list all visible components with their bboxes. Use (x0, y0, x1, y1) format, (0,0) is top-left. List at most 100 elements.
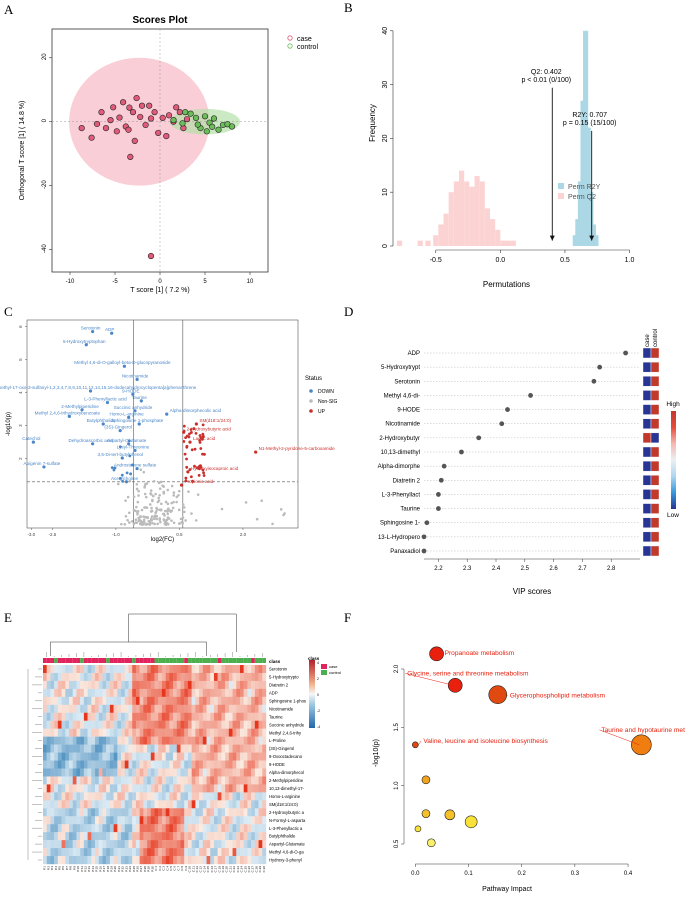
control-cell (650, 404, 660, 415)
heatmap-cell (180, 704, 185, 713)
heatmap-cell (57, 832, 62, 841)
heatmap-cell (147, 824, 151, 833)
heatmap-cell (221, 832, 226, 841)
heatmap-cell (154, 688, 159, 698)
heatmap-cell (102, 744, 107, 753)
heatmap-cell (195, 736, 200, 745)
heatmap-cell (213, 816, 218, 825)
heatmap-cell (54, 840, 59, 849)
heatmap-cell (217, 728, 222, 737)
point-label: ADP (105, 327, 114, 332)
heatmap-cell (143, 776, 148, 785)
heatmap-cell (239, 840, 244, 849)
heatmap-cell (262, 856, 267, 865)
heatmap-cell (98, 665, 103, 674)
heatmap-cell (202, 792, 207, 801)
labeled-point (122, 364, 126, 368)
heatmap-cell (106, 792, 111, 801)
heatmap-cell (158, 840, 163, 849)
heatmap-cell (109, 665, 114, 674)
heatmap-cell (225, 665, 230, 674)
pathway-bubble (464, 815, 478, 829)
column-label: C.25 (243, 866, 247, 873)
up-point (202, 471, 205, 475)
heatmap-cell (46, 704, 51, 713)
point-control (228, 123, 236, 130)
heatmap-cell (109, 816, 114, 825)
heatmap-cell (143, 824, 148, 833)
heatmap-cell (57, 792, 62, 801)
up-point (185, 465, 189, 469)
heatmap-cell (102, 840, 107, 849)
point-control (194, 121, 201, 128)
heatmap-cell (195, 672, 200, 682)
heatmap-cell (202, 728, 207, 737)
up-point (202, 474, 206, 477)
heatmap-cell (239, 720, 244, 729)
heatmap-cell (54, 824, 59, 833)
case-cell (642, 404, 652, 415)
heatmap-cell (225, 752, 230, 761)
bar-perm-r2y (585, 127, 591, 246)
labeled-point (42, 465, 46, 469)
heatmap-cell (54, 816, 59, 825)
legend-swatch (321, 670, 327, 675)
non-sig-point (143, 492, 147, 496)
heatmap-cell (102, 816, 107, 825)
label-leader (506, 694, 508, 696)
heatmap-cell (239, 672, 244, 682)
heatmap-cell (228, 856, 233, 865)
heatmap-cell (43, 824, 47, 833)
heatmap-cell (109, 760, 114, 769)
bar-perm-q2 (479, 181, 485, 246)
heatmap-cell (46, 665, 51, 674)
bar-perm-q2 (459, 170, 465, 246)
heatmap-cell (161, 688, 166, 698)
column-label: P.12 (83, 866, 87, 872)
heatmap-cell (191, 680, 196, 690)
heatmap-cell (243, 696, 248, 705)
heatmap-cell (169, 784, 174, 793)
bar-perm-q2 (443, 213, 449, 246)
column-label: P.2 (46, 866, 50, 870)
heatmap-cell (176, 665, 181, 674)
heatmap-cell (247, 665, 252, 674)
heatmap-cell (65, 816, 70, 825)
heatmap-cell (124, 816, 129, 825)
heatmap-cell (199, 744, 204, 753)
heatmap-cell (206, 776, 211, 785)
heatmap-cell (187, 752, 192, 761)
heatmap-cell (213, 704, 218, 713)
heatmap-cell (128, 665, 133, 674)
heatmap-cell (176, 808, 181, 817)
non-sig-point (172, 491, 176, 494)
heatmap-cell (106, 720, 111, 729)
heatmap-cell (91, 856, 96, 865)
heatmap-cell (43, 728, 47, 737)
heatmap-cell (132, 856, 137, 865)
heatmap-cell (132, 768, 137, 777)
heatmap-cell (210, 760, 215, 769)
vip-point (499, 421, 505, 427)
labeled-point (139, 399, 143, 403)
up-point (185, 457, 188, 461)
heatmap-cell (102, 688, 107, 698)
heatmap-cell (202, 768, 207, 777)
heatmap-cell (83, 720, 88, 729)
heatmap-cell (57, 816, 62, 825)
color-scale (309, 660, 315, 728)
heatmap-cell (57, 696, 62, 705)
pathway-bubble (447, 678, 463, 693)
class-annotation-cell (158, 658, 162, 663)
heatmap-cell (180, 728, 185, 737)
labeled-point (80, 408, 84, 412)
class-annotation-cell (109, 658, 114, 663)
heatmap-cell (102, 665, 107, 674)
heatmap-cell (213, 728, 218, 737)
heatmap-cell (210, 848, 215, 857)
heatmap-cell (169, 696, 174, 705)
heatmap-cell (61, 728, 66, 737)
non-sig-point (155, 506, 158, 510)
heatmap-cell (147, 800, 151, 809)
heatmap-cell (213, 768, 218, 777)
